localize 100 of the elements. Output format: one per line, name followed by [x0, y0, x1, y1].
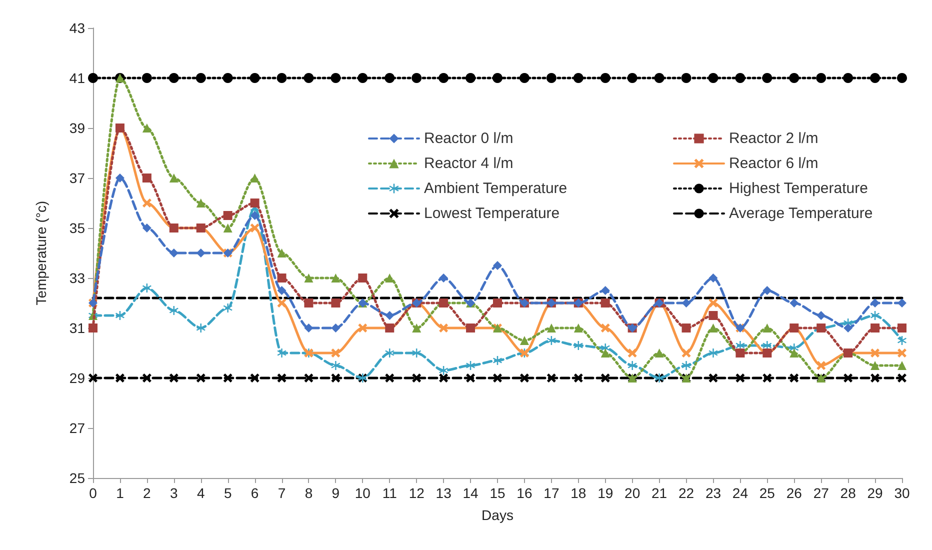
point — [277, 286, 286, 295]
point — [654, 348, 664, 358]
legend-label: Reactor 6 l/m — [729, 155, 818, 172]
point — [843, 73, 854, 83]
point — [600, 298, 610, 308]
x-tick-label: 10 — [354, 485, 371, 501]
point — [304, 73, 314, 83]
point — [790, 374, 799, 382]
x-tick-label: 11 — [382, 485, 398, 501]
y-axis-title: Temperature (°c) — [33, 200, 49, 306]
x-tick-label: 19 — [598, 485, 614, 501]
point — [223, 374, 232, 382]
legend-label: Reactor 0 l/m — [424, 130, 514, 147]
y-tick-label: 31 — [69, 320, 86, 336]
point — [520, 336, 529, 345]
point — [115, 311, 124, 320]
x-tick-label: 14 — [462, 485, 479, 501]
point — [762, 286, 772, 295]
point — [898, 298, 906, 308]
point — [331, 274, 340, 282]
point — [789, 73, 800, 83]
point — [736, 374, 745, 382]
point — [439, 274, 448, 282]
point — [600, 348, 610, 358]
point — [546, 374, 556, 382]
point — [223, 304, 232, 312]
point — [439, 324, 448, 332]
point — [385, 348, 394, 358]
x-tick-label: 9 — [332, 485, 340, 501]
point — [88, 324, 98, 332]
point — [762, 73, 772, 83]
point — [520, 374, 529, 382]
point — [277, 248, 286, 258]
point — [708, 348, 718, 358]
point — [898, 361, 906, 370]
point — [115, 374, 124, 382]
point — [492, 73, 502, 83]
point — [762, 324, 772, 332]
point — [142, 174, 152, 182]
x-tick-label: 18 — [570, 485, 586, 501]
x-tick-label: 3 — [170, 485, 178, 501]
x-tick-label: 16 — [516, 485, 532, 501]
legend-label: Lowest Temperature — [424, 205, 560, 222]
point — [142, 284, 152, 292]
point — [682, 361, 691, 370]
point — [574, 324, 583, 332]
y-tick-label: 35 — [69, 220, 86, 236]
point — [654, 73, 664, 83]
point — [870, 361, 880, 370]
point — [628, 348, 637, 358]
point — [142, 124, 152, 132]
point — [250, 174, 260, 182]
point — [196, 374, 206, 382]
point — [708, 274, 718, 282]
point — [142, 224, 152, 232]
x-tick-label: 30 — [894, 485, 910, 501]
point — [358, 73, 368, 83]
x-tick-label: 7 — [278, 485, 286, 501]
x-tick-label: 25 — [759, 485, 776, 501]
point — [384, 73, 395, 83]
x-tick-label: 13 — [436, 485, 452, 501]
legend-label: Highest Temperature — [729, 180, 868, 197]
x-tick-label: 15 — [490, 485, 506, 501]
point — [519, 73, 530, 83]
point — [196, 324, 206, 332]
point — [600, 73, 610, 83]
point — [573, 73, 584, 83]
point — [304, 374, 314, 382]
point — [844, 324, 853, 332]
point — [168, 73, 179, 83]
point — [88, 374, 98, 382]
point — [276, 73, 287, 83]
point — [844, 374, 853, 382]
point — [304, 298, 314, 308]
x-tick-label: 5 — [224, 485, 232, 501]
point — [627, 73, 638, 83]
point — [385, 311, 394, 320]
x-tick-label: 17 — [544, 485, 560, 501]
x-tick-label: 23 — [705, 485, 722, 501]
point — [196, 73, 206, 83]
point — [466, 361, 476, 370]
point — [493, 356, 502, 365]
legend-label: Ambient Temperature — [424, 180, 568, 197]
point — [682, 298, 691, 308]
point — [277, 274, 286, 282]
point — [223, 211, 232, 220]
point — [600, 374, 610, 382]
legend-label: Average Temperature — [729, 205, 873, 222]
point — [708, 298, 718, 308]
x-tick-label: 24 — [732, 485, 748, 501]
point — [816, 361, 826, 370]
point — [600, 324, 610, 332]
x-tick-label: 6 — [250, 485, 259, 501]
x-axis-title: Days — [482, 507, 514, 523]
point — [88, 73, 98, 83]
point — [330, 73, 341, 83]
point — [439, 374, 448, 382]
point — [142, 73, 152, 83]
point — [331, 361, 340, 370]
point — [708, 374, 718, 382]
